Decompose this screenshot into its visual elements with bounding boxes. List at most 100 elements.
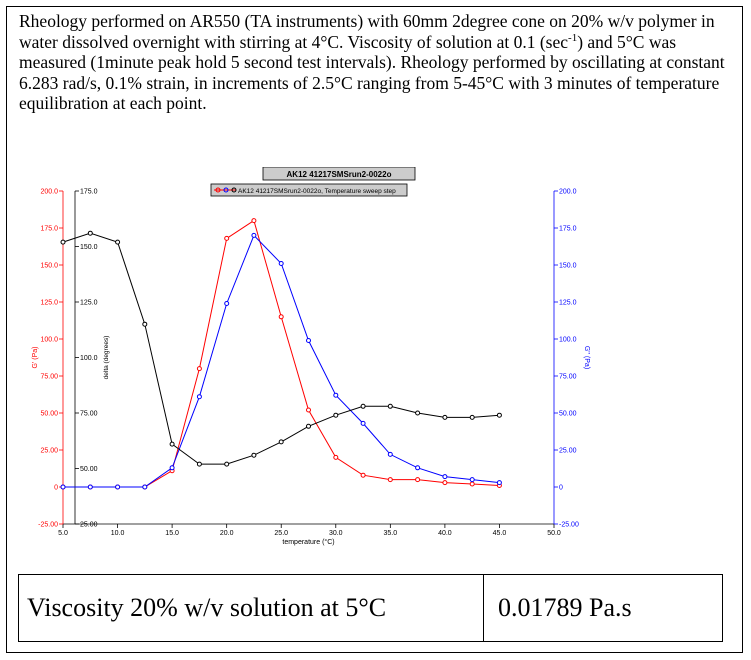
- left-tick-label: 0: [54, 485, 58, 492]
- delta-tick-label: 150.0: [80, 244, 98, 251]
- data-point-delta: [169, 441, 175, 447]
- viscosity-value-cell: 0.01789 Pa.s: [498, 593, 632, 622]
- delta-tick-label: 50.00: [80, 466, 98, 473]
- data-point-right: [278, 261, 284, 266]
- data-point-right: [415, 465, 421, 471]
- data-point-delta: [196, 461, 202, 467]
- legend-marker-blue: [223, 187, 229, 193]
- right-axis-label: G'' (Pa): [583, 346, 590, 369]
- delta-tick-label: 75.00: [80, 411, 98, 418]
- data-point-delta: [87, 230, 93, 236]
- data-point-left: [196, 366, 202, 372]
- x-tick-label: 15.0: [165, 530, 179, 537]
- left-tick-label: 50.00: [40, 411, 58, 418]
- data-point-right: [469, 477, 475, 483]
- data-point-delta: [115, 239, 121, 245]
- data-point-left: [469, 481, 475, 487]
- right-tick-label: 25.00: [559, 448, 577, 455]
- chart-title-box: [262, 167, 416, 181]
- left-tick-label: 200.0: [40, 189, 58, 196]
- data-point-left: [387, 477, 393, 483]
- x-tick-label: 40.0: [438, 530, 452, 537]
- data-point-right: [306, 338, 311, 343]
- legend-box: [210, 183, 408, 197]
- series-line-delta: [62, 232, 500, 465]
- x-tick-label: 5.0: [58, 530, 68, 537]
- data-point-left: [251, 218, 257, 224]
- right-tick-label: 100.0: [559, 337, 577, 344]
- x-tick-label: 25.0: [274, 530, 288, 537]
- data-point-left: [442, 480, 448, 486]
- right-tick-label: 0: [559, 485, 563, 492]
- data-point-delta: [415, 410, 421, 416]
- legend-label: AK12 41217SMSrun2-0022o, Temperature swe…: [238, 188, 396, 195]
- description-superscript: -1: [568, 31, 578, 44]
- left-tick-label: 75.00: [40, 374, 58, 381]
- left-tick-label: 175.0: [40, 226, 58, 233]
- x-tick-label: 45.0: [493, 530, 507, 537]
- left-tick-label: 150.0: [40, 263, 58, 270]
- left-tick-label: 25.00: [40, 448, 58, 455]
- data-point-delta: [387, 403, 393, 409]
- description-text-end: ) and 5°C was measured (1minute peak hol…: [19, 31, 725, 114]
- x-tick-label: 20.0: [220, 530, 234, 537]
- data-point-right: [442, 474, 448, 480]
- delta-tick-label: 175.0: [80, 189, 98, 196]
- data-point-delta: [496, 412, 502, 418]
- left-axis-label: G' (Pa): [32, 347, 39, 369]
- figure-frame: [6, 6, 743, 653]
- data-point-delta: [60, 239, 66, 245]
- legend-marker-red: [215, 187, 221, 193]
- right-tick-label: 125.0: [559, 300, 577, 307]
- delta-tick-label: 125.0: [80, 300, 98, 307]
- x-tick-label: 50.0: [547, 530, 561, 537]
- left-tick-label: 100.0: [40, 337, 58, 344]
- x-tick-label: 30.0: [329, 530, 343, 537]
- x-axis-label: temperature (°C): [282, 538, 334, 546]
- data-point-delta: [251, 452, 257, 458]
- data-point-delta: [306, 423, 311, 429]
- left-tick-label: 125.0: [40, 300, 58, 307]
- data-point-right: [224, 301, 230, 306]
- data-point-left: [224, 235, 230, 241]
- x-tick-label: 35.0: [384, 530, 398, 537]
- series-line-right: [63, 234, 500, 488]
- right-tick-label: -25.00: [559, 522, 579, 529]
- data-point-left: [415, 477, 421, 483]
- data-point-right: [115, 484, 121, 490]
- description-text-start: Rheology performed on AR550 (TA instrume…: [19, 11, 715, 52]
- legend-marker-black: [231, 187, 237, 193]
- left-tick-label: -25.00: [38, 522, 58, 529]
- data-point-delta: [469, 414, 475, 420]
- data-point-right: [169, 465, 175, 471]
- right-tick-label: 150.0: [559, 263, 577, 270]
- right-tick-label: 50.00: [559, 411, 577, 418]
- data-point-right: [251, 232, 257, 238]
- data-point-delta: [224, 461, 230, 467]
- temperature-sweep-chart: 5.0 10.0 15.0 20.0 25.0 30.0 35.0 40.0 45.0 50.0 t…: [32, 167, 590, 546]
- data-point-right: [142, 484, 148, 490]
- data-point-right: [387, 451, 393, 457]
- method-description: Rheology performed on AR550 (TA instrume…: [19, 11, 734, 114]
- viscosity-table: Viscosity 20% w/v solution at 5°C 0.0178…: [18, 574, 723, 642]
- data-point-right: [360, 420, 366, 426]
- data-point-delta: [360, 403, 366, 409]
- right-tick-label: 200.0: [559, 189, 577, 196]
- data-point-delta: [333, 412, 339, 418]
- series-line-left: [63, 219, 500, 488]
- delta-axis-label: delta (degrees): [103, 336, 110, 380]
- delta-tick-label: 100.0: [80, 355, 98, 362]
- chart-title: AK12 41217SMSrun2-0022o: [287, 170, 392, 179]
- viscosity-label-cell: Viscosity 20% w/v solution at 5°C: [19, 575, 484, 641]
- data-point-delta: [142, 321, 148, 327]
- data-point-right: [496, 480, 502, 486]
- data-point-right: [60, 484, 66, 490]
- data-point-right: [87, 484, 93, 490]
- data-point-right: [333, 392, 339, 398]
- data-point-delta: [278, 439, 284, 445]
- data-point-delta: [442, 414, 448, 420]
- delta-tick-label: 25.00: [80, 522, 98, 529]
- data-point-right: [196, 394, 202, 400]
- data-point-left: [278, 314, 284, 320]
- data-point-left: [306, 407, 311, 413]
